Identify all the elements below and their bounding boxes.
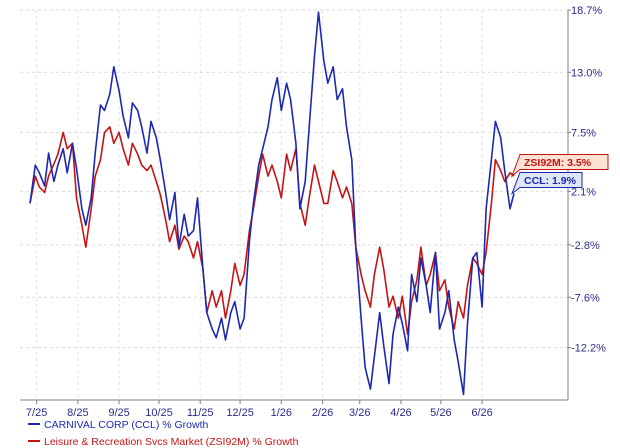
x-tick-label: 6/26 xyxy=(471,407,492,419)
x-tick-label: 9/25 xyxy=(108,407,129,419)
y-axis-ticks: 18.7% 13.0% 7.5% 2.1% -2.8% -7.6% -12.2% xyxy=(568,5,606,355)
y-tick-label: 13.0% xyxy=(571,67,602,79)
y-tick-label: 2.1% xyxy=(571,186,596,198)
y-tick-label: 18.7% xyxy=(571,5,602,17)
y-tick-label: -12.2% xyxy=(571,343,606,355)
x-tick-label: 3/26 xyxy=(349,407,370,419)
legend: CARNIVAL CORP (CCL) % Growth Leisure & R… xyxy=(28,419,299,448)
series-line-ccl xyxy=(29,11,515,396)
series-line-zsi92m xyxy=(29,126,515,336)
legend-item-zsi92m: Leisure & Recreation Svcs Market (ZSI92M… xyxy=(28,436,299,448)
x-tick-label: 11/25 xyxy=(187,407,214,419)
legend-item-ccl: CARNIVAL CORP (CCL) % Growth xyxy=(28,419,208,431)
end-tag-box xyxy=(510,172,583,195)
x-tick-label: 7/25 xyxy=(26,407,47,419)
end-tags: ZSI92M: 3.5% CCL: 1.9% xyxy=(510,154,609,195)
end-tag-box xyxy=(510,154,609,178)
y-tick-label: 7.5% xyxy=(571,127,596,139)
x-tick-label: 4/26 xyxy=(390,407,411,419)
x-tick-label: 5/26 xyxy=(430,407,451,419)
legend-label-ccl: CARNIVAL CORP (CCL) % Growth xyxy=(44,419,208,431)
x-tick-label: 2/26 xyxy=(312,407,333,419)
x-axis-ticks: 7/25 8/25 9/25 10/25 11/25 12/25 1/26 2/26 3/26 4… xyxy=(26,400,493,419)
end-tag-label: CCL: 1.9% xyxy=(524,175,577,187)
x-tick-label: 10/25 xyxy=(145,407,173,419)
series-lines xyxy=(29,11,515,396)
x-tick-label: 1/26 xyxy=(271,407,292,419)
y-tick-label: -7.6% xyxy=(571,292,600,304)
y-tick-label: -2.8% xyxy=(571,240,600,252)
legend-label-zsi92m: Leisure & Recreation Svcs Market (ZSI92M… xyxy=(44,436,299,448)
x-tick-label: 12/25 xyxy=(226,407,254,419)
x-tick-label: 8/25 xyxy=(67,407,88,419)
plot-area xyxy=(20,10,568,400)
end-tag-label: ZSI92M: 3.5% xyxy=(524,157,592,169)
